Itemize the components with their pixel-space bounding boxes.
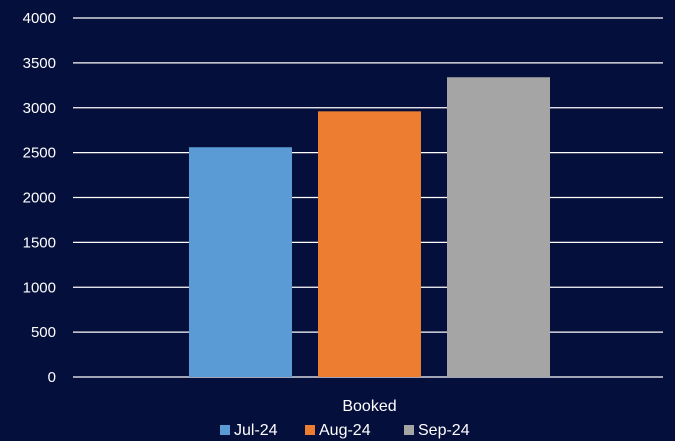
bar-jul-24-booked xyxy=(189,147,292,377)
bars xyxy=(189,77,550,378)
y-tick-label-1500: 1500 xyxy=(23,234,56,251)
y-tick-label-2500: 2500 xyxy=(23,145,56,162)
y-tick-label-0: 0 xyxy=(48,369,56,386)
legend-label-jul-24: Jul-24 xyxy=(234,422,278,439)
y-tick-label-4000: 4000 xyxy=(23,10,56,27)
y-tick-label-1000: 1000 xyxy=(23,279,56,296)
legend-swatch-jul-24 xyxy=(220,425,230,435)
x-axis-category-labels: Booked xyxy=(342,398,396,415)
bar-aug-24-booked xyxy=(318,111,421,377)
legend-swatch-aug-24 xyxy=(305,425,315,435)
y-tick-label-2000: 2000 xyxy=(23,190,56,207)
y-axis-tick-labels: 0 500 1000 1500 2000 2500 3000 3500 4000 xyxy=(23,10,56,386)
y-tick-label-3500: 3500 xyxy=(23,55,56,72)
legend-swatch-sep-24 xyxy=(404,425,414,435)
bar-sep-24-booked xyxy=(447,77,550,378)
legend: Jul-24 Aug-24 Sep-24 xyxy=(220,422,470,439)
y-tick-label-500: 500 xyxy=(31,324,56,341)
x-category-label-booked: Booked xyxy=(342,398,396,415)
legend-label-aug-24: Aug-24 xyxy=(319,422,371,439)
legend-label-sep-24: Sep-24 xyxy=(418,422,470,439)
y-tick-label-3000: 3000 xyxy=(23,100,56,117)
